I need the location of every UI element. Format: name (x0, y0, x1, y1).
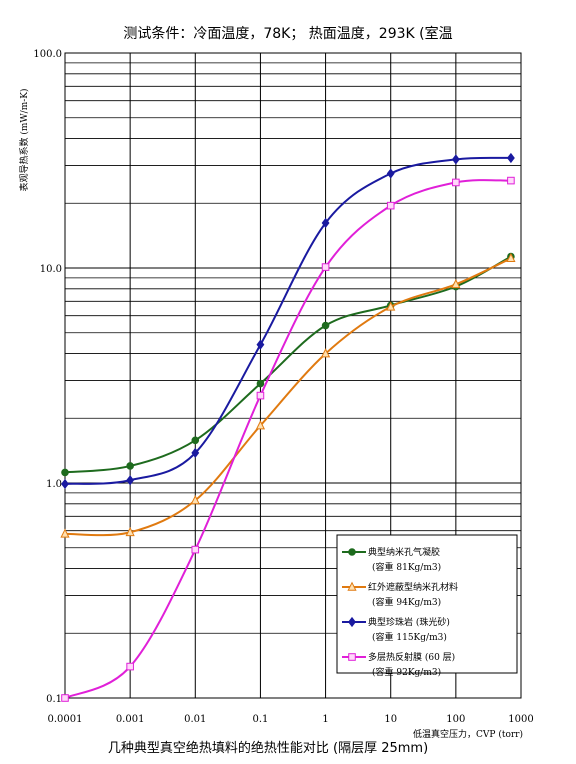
series-line (64, 255, 512, 474)
legend-label: 典型珍珠岩 (珠光砂) (368, 616, 450, 628)
x-tick-label: 0.01 (184, 714, 206, 725)
legend-label: 多层热反射膜 (60 层) (368, 651, 455, 663)
series-group (61, 252, 515, 477)
series-group (61, 176, 515, 702)
data-point-diamond (321, 217, 330, 229)
y-tick-label: 0.1 (46, 694, 62, 705)
data-point-triangle (506, 252, 516, 263)
x-tick-label: 0.001 (116, 714, 145, 725)
data-point-square (321, 263, 330, 271)
data-point-circle (348, 548, 356, 556)
data-point-triangle (125, 526, 135, 537)
data-point-diamond (506, 152, 515, 164)
chart-title: 测试条件：冷面温度，78K； 热面温度，293K (室温 (123, 25, 452, 42)
legend-box (336, 534, 518, 674)
data-point-square (386, 201, 395, 210)
legend-label: 红外遮蔽型纳米孔材料 (368, 581, 458, 593)
series-line (64, 156, 511, 485)
data-point-circle (256, 379, 265, 388)
data-point-diamond (451, 154, 460, 165)
data-point-circle (321, 321, 330, 330)
x-tick-label: 0.0001 (48, 714, 83, 725)
data-point-square (256, 391, 265, 400)
series-lines (60, 152, 516, 702)
data-point-square (61, 694, 69, 702)
data-point-circle (191, 436, 200, 445)
data-point-diamond (256, 339, 265, 350)
data-point-diamond (191, 447, 200, 459)
tick-labels: 0.0001 0.001 0.01 0.1 1 10 100 1000 0.1 1.0 10.0 10… (33, 49, 533, 725)
series-line (64, 179, 511, 699)
data-point-triangle (386, 301, 396, 311)
data-point-circle (61, 468, 69, 477)
legend-note: (容重 94Kg/m3) (372, 596, 441, 608)
x-tick-label: 0.1 (252, 714, 268, 725)
x-tick-label: 1000 (508, 714, 533, 725)
data-point-diamond (348, 616, 356, 628)
data-point-square (191, 545, 200, 554)
series-group (60, 252, 516, 538)
data-point-diamond (386, 168, 395, 179)
plot-frame (64, 52, 522, 699)
data-point-diamond (61, 478, 69, 490)
y-tick-label: 1.0 (46, 479, 62, 490)
series-line (64, 257, 512, 537)
x-axis-label: 低温真空压力，CVP (torr) (413, 728, 523, 740)
x-tick-label: 100 (446, 714, 465, 725)
x-tick-label: 1 (322, 714, 328, 725)
data-point-triangle (190, 494, 200, 505)
x-tick-label: 10 (384, 714, 397, 725)
chart-subtitle: 几种典型真空绝热填料的绝热性能对比 (隔层厚 25mm) (108, 740, 428, 756)
y-axis-label: 表观导热系数 (mW/m-K) (18, 89, 30, 192)
legend-note: (容重 92Kg/m3) (372, 666, 441, 678)
legend-label: 典型纳米孔气凝胶 (368, 546, 440, 558)
y-tick-label: 100.0 (33, 49, 62, 60)
legend-note: (容重 115Kg/m3) (372, 631, 447, 643)
data-point-square (126, 662, 134, 671)
data-point-triangle (451, 278, 461, 289)
data-point-square (452, 178, 460, 187)
data-point-circle (126, 462, 134, 470)
legend-note: (容重 81Kg/m3) (372, 561, 441, 573)
legend: 典型纳米孔气凝胶 (容重 81Kg/m3) 红外遮蔽型纳米孔材料 (容重 94Kg/m… (336, 534, 518, 678)
y-tick-label: 10.0 (40, 264, 62, 275)
series-group (61, 152, 515, 490)
data-point-triangle (60, 528, 70, 538)
data-point-triangle (347, 581, 357, 591)
data-point-triangle (320, 348, 331, 358)
data-point-square (348, 653, 356, 661)
data-point-triangle (255, 420, 266, 430)
data-point-square (507, 176, 515, 185)
data-point-diamond (126, 475, 135, 486)
